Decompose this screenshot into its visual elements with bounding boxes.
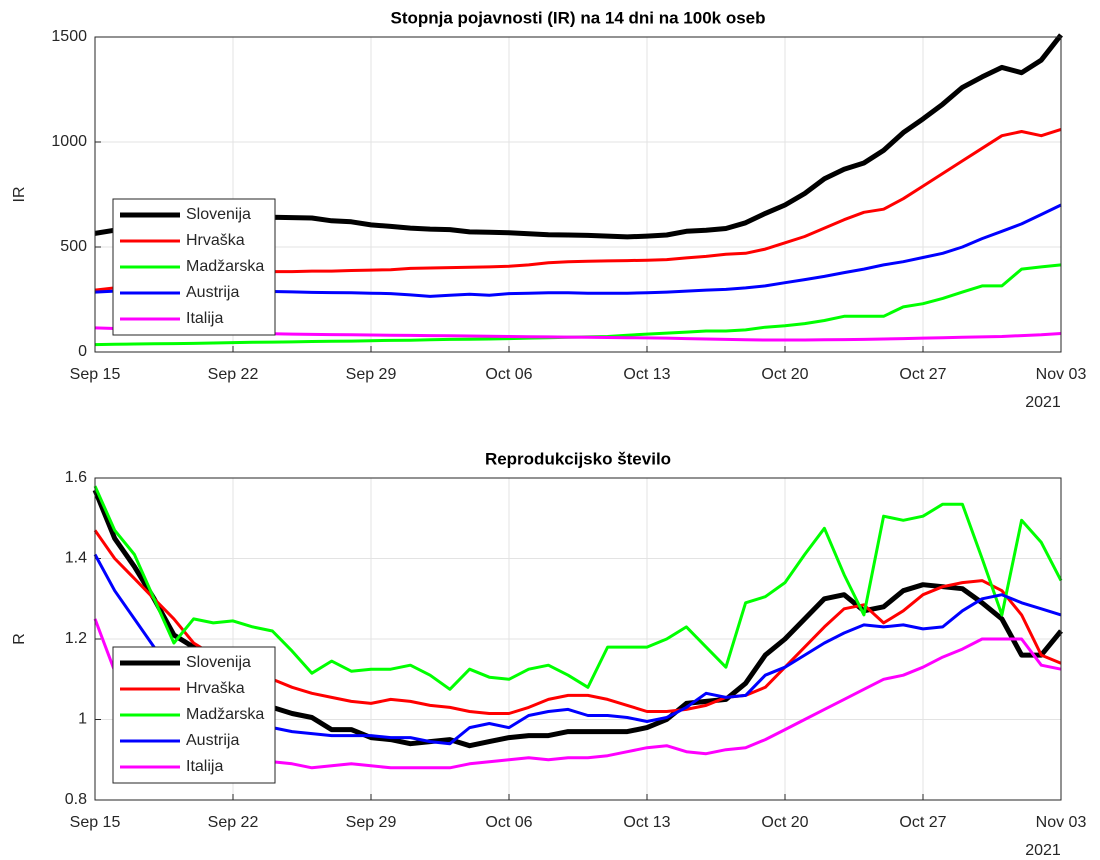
legend-label: Italija: [186, 310, 223, 327]
axes-box: [94, 477, 1062, 801]
legend-label: Austrija: [186, 732, 239, 749]
x-tick-label: Sep 29: [346, 366, 397, 383]
legend-label: Madžarska: [186, 706, 264, 723]
x-tick-label: Sep 15: [70, 366, 121, 383]
x-tick-label: Nov 03: [1036, 366, 1087, 383]
y-tick-label: 1.2: [65, 630, 87, 647]
x-tick-label: Sep 15: [70, 814, 121, 831]
y-tick-label: 1.4: [65, 550, 87, 567]
legend-label: Italija: [186, 758, 223, 775]
x-secondary-label: 2021: [1025, 394, 1061, 411]
y-tick-label: 500: [60, 238, 87, 255]
y-tick-label: 1.6: [65, 469, 87, 486]
legend: Slovenija Hrvaška Madžarska Austrija Italija: [112, 646, 276, 784]
x-secondary-label: 2021: [1025, 842, 1061, 859]
legend-label: Slovenija: [186, 654, 251, 671]
y-tick-label: 0: [78, 343, 87, 360]
x-tick-label: Oct 20: [761, 366, 808, 383]
x-tick-label: Oct 06: [485, 366, 532, 383]
chart-title: Stopnja pojavnosti (IR) na 14 dni na 100…: [390, 8, 765, 27]
legend-label: Hrvaška: [186, 232, 245, 249]
x-tick-label: Sep 22: [208, 814, 259, 831]
legend: Slovenija Hrvaška Madžarska Austrija Italija: [112, 198, 276, 336]
x-tick-label: Oct 20: [761, 814, 808, 831]
x-tick-label: Sep 29: [346, 814, 397, 831]
series-line: [93, 485, 1063, 691]
x-tick-label: Oct 27: [899, 814, 946, 831]
axes-box: [94, 36, 1062, 353]
y-tick-label: 1000: [51, 133, 87, 150]
x-tick-label: Sep 22: [208, 366, 259, 383]
legend-label: Austrija: [186, 284, 239, 301]
chart-title: Reprodukcijsko število: [485, 449, 671, 468]
legend-label: Madžarska: [186, 258, 264, 275]
x-tick-label: Oct 27: [899, 366, 946, 383]
y-tick-label: 0.8: [65, 791, 87, 808]
x-tick-label: Oct 06: [485, 814, 532, 831]
x-tick-label: Oct 13: [623, 366, 670, 383]
legend-label: Hrvaška: [186, 680, 245, 697]
x-tick-label: Nov 03: [1036, 814, 1087, 831]
y-axis-label: R: [11, 633, 28, 645]
x-tick-label: Oct 13: [623, 814, 670, 831]
legend-label: Slovenija: [186, 206, 251, 223]
y-tick-label: 1500: [51, 28, 87, 45]
y-axis-label: IR: [11, 187, 28, 203]
y-tick-label: 1: [78, 711, 87, 728]
